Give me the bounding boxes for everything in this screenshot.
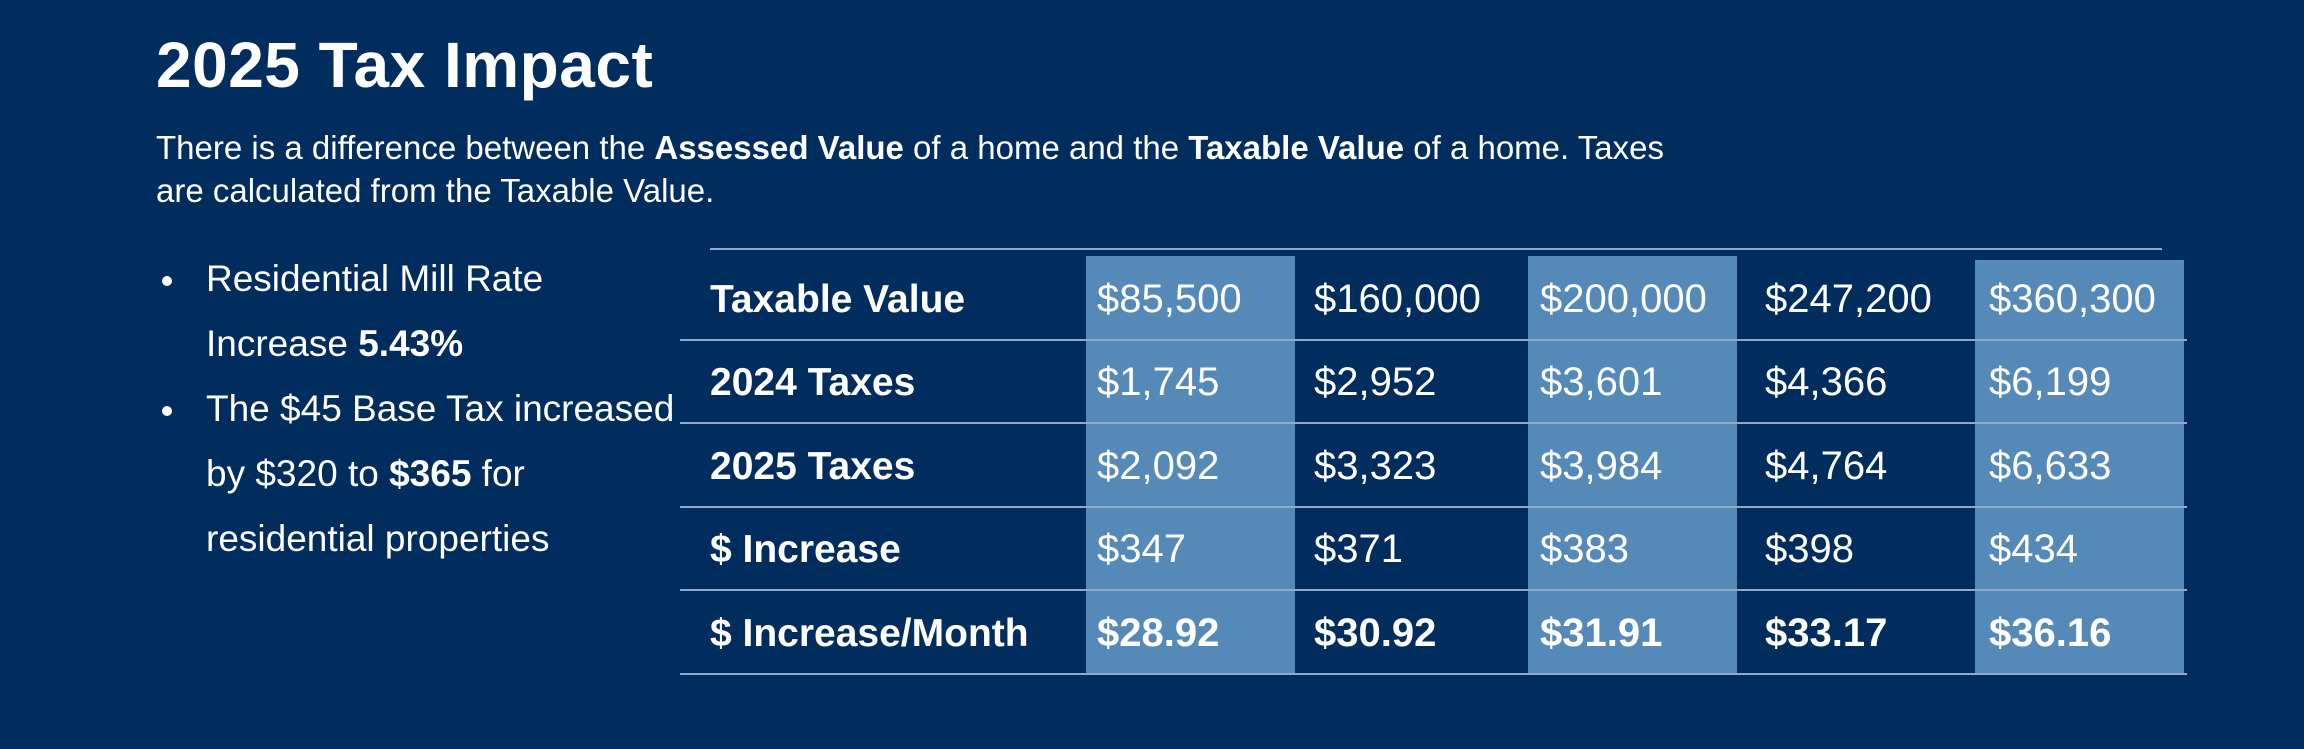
table-cell: $3,984 <box>1540 444 1663 488</box>
intro-text-2: of a home and the <box>903 129 1189 166</box>
table-cell: $30.92 <box>1314 611 1437 655</box>
table-cell: $3,601 <box>1540 360 1663 404</box>
table-cell: $6,633 <box>1989 444 2112 488</box>
table-row-taxable-value: Taxable Value $85,500 $160,000 $200,000 … <box>680 258 2187 341</box>
table-row-increase-month: $ Increase/Month $28.92 $30.92 $31.91 $3… <box>680 592 2187 675</box>
table-cell: $398 <box>1765 527 1854 571</box>
page-title: 2025 Tax Impact <box>156 29 654 101</box>
bullet-mill-rate: Residential Mill Rate Increase 5.43% <box>156 246 676 376</box>
row-label: Taxable Value <box>710 278 966 321</box>
row-label: $ Increase <box>710 528 901 571</box>
row-divider <box>680 589 2187 591</box>
table-cell: $4,764 <box>1765 444 1888 488</box>
row-divider <box>680 339 2187 341</box>
table-cell: $2,092 <box>1097 444 1220 488</box>
table-cell: $31.91 <box>1540 611 1663 655</box>
table-cell: $371 <box>1314 527 1403 571</box>
tax-impact-table: Taxable Value $85,500 $160,000 $200,000 … <box>680 248 2187 675</box>
bullet-bold: $365 <box>389 453 472 494</box>
bullet-dot-icon <box>162 276 172 286</box>
table-cell: $160,000 <box>1314 277 1481 321</box>
table-cell: $347 <box>1097 527 1186 571</box>
bullet-text: The $45 Base Tax increased by $320 to <box>206 388 675 494</box>
table-cell: $3,323 <box>1314 444 1437 488</box>
row-label: 2025 Taxes <box>710 445 916 488</box>
highlight-column-3 <box>1528 256 1737 675</box>
row-divider <box>680 506 2187 508</box>
table-cell: $1,745 <box>1097 360 1220 404</box>
intro-paragraph: There is a difference between the Assess… <box>156 126 1716 212</box>
table-cell: $434 <box>1989 527 2078 571</box>
table-cell: $2,952 <box>1314 360 1437 404</box>
intro-text-3: of a home. Taxes are calculated from the… <box>156 129 1664 209</box>
table-cell: $247,200 <box>1765 277 1932 321</box>
row-label: 2024 Taxes <box>710 361 916 404</box>
highlight-column-1 <box>1086 256 1295 675</box>
table-cell: $36.16 <box>1989 611 2112 655</box>
intro-text-1: There is a difference between the <box>156 129 655 166</box>
table-cell: $360,300 <box>1989 277 2156 321</box>
row-divider <box>680 673 2187 675</box>
assessed-value-term: Assessed Value <box>654 129 904 166</box>
table-cell: $383 <box>1540 527 1629 571</box>
table-cell: $28.92 <box>1097 611 1220 655</box>
table-cell: $200,000 <box>1540 277 1707 321</box>
table-row-2025-taxes: 2025 Taxes $2,092 $3,323 $3,984 $4,764 $… <box>680 425 2187 508</box>
table-cell: $33.17 <box>1765 611 1888 655</box>
bullet-base-tax: The $45 Base Tax increased by $320 to $3… <box>156 376 676 571</box>
row-label: $ Increase/Month <box>710 612 1029 655</box>
taxable-value-term: Taxable Value <box>1188 129 1405 166</box>
highlight-column-5 <box>1975 260 2184 675</box>
table-cell: $6,199 <box>1989 360 2112 404</box>
bullet-text: Residential Mill Rate Increase <box>206 258 544 364</box>
bullet-dot-icon <box>162 406 172 416</box>
bullet-after: for residential properties <box>206 453 550 559</box>
row-divider <box>680 422 2187 424</box>
table-cell: $85,500 <box>1097 277 1242 321</box>
bullet-bold: 5.43% <box>358 323 464 364</box>
table-cell: $4,366 <box>1765 360 1888 404</box>
table-row-2024-taxes: 2024 Taxes $1,745 $2,952 $3,601 $4,366 $… <box>680 341 2187 424</box>
table-top-rule <box>710 248 2162 250</box>
bullet-list: Residential Mill Rate Increase 5.43% The… <box>156 246 676 571</box>
table-row-increase: $ Increase $347 $371 $383 $398 $434 <box>680 508 2187 591</box>
